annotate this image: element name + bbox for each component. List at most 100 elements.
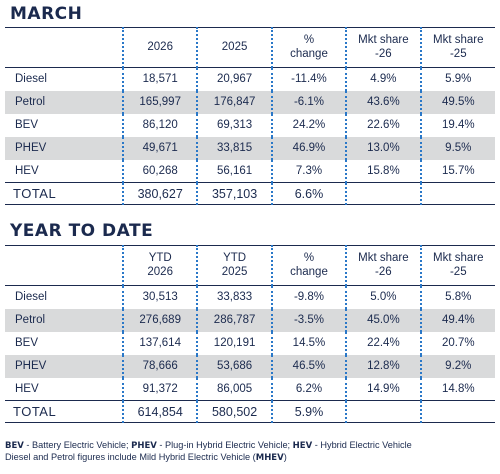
table-row: BEV 137,614 120,191 14.5% 22.4% 20.7% (5, 331, 495, 355)
total-row: TOTAL 614,854 580,502 5.9% (5, 400, 495, 423)
hev-def: - Hybrid Electric Vehicle (312, 440, 412, 450)
mkt-share-previous-cell: 9.5% (419, 136, 495, 160)
pct-change-cell: 46.9% (270, 136, 347, 160)
fuel-type-cell: HEV (15, 164, 39, 177)
fuel-type-cell: Petrol (15, 314, 46, 326)
pct-change-cell: -6.1% (270, 90, 347, 114)
mkt-share-current-cell: 12.8% (345, 354, 421, 378)
value-current-cell: 78,666 (121, 354, 198, 378)
table-row: HEV 91,372 86,005 6.2% 14.9% 14.8% (5, 377, 495, 401)
table-row: Petrol 276,689 286,787 -3.5% 45.0% 49.4% (5, 308, 495, 332)
footnote-line-1: BEV - Battery Electric Vehicle; PHEV - P… (5, 440, 495, 452)
table-row: HEV 60,268 56,161 7.3% 15.8% 15.7% (5, 159, 495, 183)
bev-abbr: BEV (5, 441, 24, 451)
value-previous-cell: 33,815 (196, 136, 272, 160)
total-pct-change-cell: 6.6% (270, 182, 347, 205)
fuel-type-cell: BEV (15, 337, 39, 349)
header-2025: 2025 (196, 27, 272, 68)
total-value-current-cell: 614,854 (121, 400, 198, 423)
header-ytd-2025: YTD 2025 (196, 245, 272, 286)
value-current-cell: 18,571 (121, 67, 198, 91)
value-previous-cell: 33,833 (196, 285, 272, 309)
mkt-share-current-cell: 45.0% (345, 308, 421, 332)
header-empty (5, 28, 123, 68)
fuel-type-cell: PHEV (15, 142, 47, 154)
fuel-type-cell: PHEV (15, 360, 47, 372)
mkt-share-previous-cell: 15.7% (419, 159, 495, 183)
value-current-cell: 30,513 (121, 285, 198, 309)
mkt-share-previous-cell: 49.4% (419, 308, 495, 332)
table-header-row: YTD 2026 YTD 2025 % change Mkt share -26 Mkt… (5, 245, 495, 286)
pct-change-cell: 46.5% (270, 354, 347, 378)
bev-def: - Battery Electric Vehicle; (23, 440, 132, 450)
phev-abbr: PHEV (131, 441, 157, 451)
footnote: BEV - Battery Electric Vehicle; PHEV - P… (5, 440, 495, 464)
mkt-share-current-cell: 22.6% (345, 113, 421, 137)
value-current-cell: 86,120 (121, 113, 198, 137)
mkt-share-current-cell: 14.9% (345, 377, 421, 401)
header-mkt-share-25: Mkt share -25 (419, 245, 495, 286)
mkt-share-current-cell: 13.0% (345, 136, 421, 160)
mkt-share-current-cell: 22.4% (345, 331, 421, 355)
header-empty (5, 246, 123, 286)
pct-change-cell: 7.3% (270, 159, 347, 183)
value-current-cell: 91,372 (121, 377, 198, 401)
total-mkt-share-current-cell (345, 400, 421, 423)
header-mkt-share-25: Mkt share -25 (419, 27, 495, 68)
mkt-share-current-cell: 15.8% (345, 159, 421, 183)
header-pct-change: % change (270, 27, 347, 68)
total-mkt-share-current-cell (345, 182, 421, 205)
value-previous-cell: 20,967 (196, 67, 272, 91)
table-row: PHEV 78,666 53,686 46.5% 12.8% 9.2% (5, 354, 495, 378)
value-previous-cell: 53,686 (196, 354, 272, 378)
header-pct-change: % change (270, 245, 347, 286)
total-pct-change-cell: 5.9% (270, 400, 347, 423)
value-previous-cell: 120,191 (196, 331, 272, 355)
fuel-type-cell: Petrol (15, 96, 46, 108)
mkt-share-previous-cell: 20.7% (419, 331, 495, 355)
mkt-share-current-cell: 4.9% (345, 67, 421, 91)
mild-hybrid-note-end: ) (283, 452, 287, 462)
total-mkt-share-previous-cell (419, 182, 495, 205)
header-mkt-share-26: Mkt share -26 (345, 27, 421, 68)
total-value-previous-cell: 580,502 (196, 400, 272, 423)
header-ytd-2026: YTD 2026 (121, 245, 198, 286)
value-previous-cell: 176,847 (196, 90, 272, 114)
total-row: TOTAL 380,627 357,103 6.6% (5, 182, 495, 205)
footnote-line-2: Diesel and Petrol figures include Mild H… (5, 452, 495, 464)
value-current-cell: 60,268 (121, 159, 198, 183)
pct-change-cell: -11.4% (270, 67, 347, 91)
total-value-previous-cell: 357,103 (196, 182, 272, 205)
mkt-share-previous-cell: 5.9% (419, 67, 495, 91)
table-row: BEV 86,120 69,313 24.2% 22.6% 19.4% (5, 113, 495, 137)
ytd-table: YTD 2026 YTD 2025 % change Mkt share -26 Mkt… (5, 245, 495, 423)
mhev-abbr: MHEV (255, 453, 284, 463)
march-table: 2026 2025 % change Mkt share -26 Mkt share… (5, 27, 495, 205)
ytd-title: YEAR TO DATE (10, 221, 154, 241)
mkt-share-previous-cell: 14.8% (419, 377, 495, 401)
value-current-cell: 49,671 (121, 136, 198, 160)
table-row: Petrol 165,997 176,847 -6.1% 43.6% 49.5% (5, 90, 495, 114)
pct-change-cell: -3.5% (270, 308, 347, 332)
value-current-cell: 165,997 (121, 90, 198, 114)
value-previous-cell: 286,787 (196, 308, 272, 332)
value-current-cell: 137,614 (121, 331, 198, 355)
fuel-type-cell: Diesel (15, 291, 47, 304)
mkt-share-current-cell: 5.0% (345, 285, 421, 309)
total-label: TOTAL (13, 404, 57, 419)
header-mkt-share-26: Mkt share -26 (345, 245, 421, 286)
header-2026: 2026 (121, 27, 198, 68)
mild-hybrid-note: Diesel and Petrol figures include Mild H… (5, 452, 256, 462)
fuel-type-cell: HEV (15, 382, 39, 395)
total-mkt-share-previous-cell (419, 400, 495, 423)
hev-abbr: HEV (292, 441, 313, 451)
value-current-cell: 276,689 (121, 308, 198, 332)
value-previous-cell: 69,313 (196, 113, 272, 137)
total-label: TOTAL (13, 186, 57, 201)
mkt-share-previous-cell: 9.2% (419, 354, 495, 378)
mkt-share-previous-cell: 19.4% (419, 113, 495, 137)
total-value-current-cell: 380,627 (121, 182, 198, 205)
mkt-share-previous-cell: 49.5% (419, 90, 495, 114)
mkt-share-current-cell: 43.6% (345, 90, 421, 114)
phev-def: - Plug-in Hybrid Electric Vehicle; (156, 440, 293, 450)
